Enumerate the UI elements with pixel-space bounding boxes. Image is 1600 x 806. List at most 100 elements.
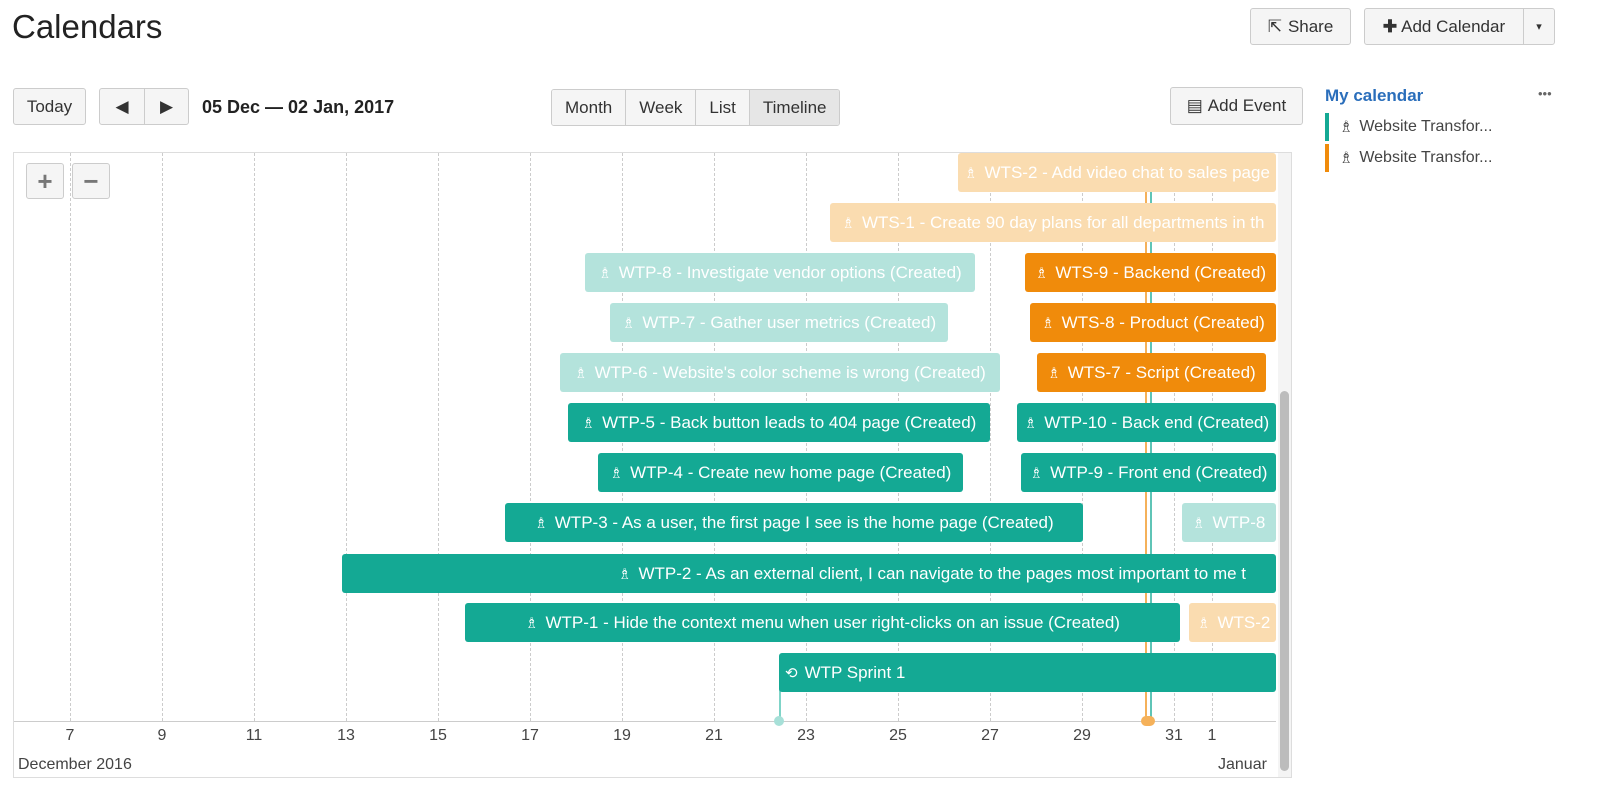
jira-icon: ♗	[574, 364, 588, 382]
event-bar[interactable]: ♗ WTS-1 - Create 90 day plans for all dep…	[830, 203, 1276, 242]
tick-label: 29	[1073, 727, 1091, 744]
jira-icon: ♗	[841, 214, 855, 232]
sprint-marker-dot[interactable]	[774, 716, 784, 726]
event-label: WTP-9 - Front end (Created)	[1050, 462, 1268, 482]
add-calendar-button[interactable]: ✚ Add Calendar	[1364, 8, 1524, 45]
tick-label: 11	[245, 727, 263, 744]
event-bar[interactable]: ♗ WTP-3 - As a user, the first page I see…	[505, 503, 1083, 542]
zoom-out-button[interactable]: −	[72, 163, 110, 199]
event-label: WTP-4 - Create new home page (Created)	[630, 462, 952, 482]
jira-icon: ♗	[1047, 364, 1061, 382]
jira-icon: ♗	[1034, 264, 1049, 282]
tick-label: 7	[65, 727, 75, 744]
add-calendar-dropdown[interactable]: ▾	[1523, 8, 1555, 45]
tab-timeline[interactable]: Timeline	[749, 90, 840, 125]
event-label: WTP-10 - Back end (Created)	[1044, 412, 1270, 432]
calendar-name: Website Transfor...	[1359, 118, 1493, 135]
calendar-item[interactable]: ♗ Website Transfor...	[1325, 144, 1492, 172]
tick-label: 25	[889, 727, 907, 744]
tick-label: 31	[1165, 727, 1183, 744]
jira-icon: ♗	[534, 514, 548, 532]
today-button[interactable]: Today	[13, 88, 86, 125]
event-bar[interactable]: ♗ WTP-2 - As an external client, I can na…	[342, 554, 1276, 593]
event-bar[interactable]: ♗ WTP-9 - Front end (Created)	[1021, 453, 1276, 492]
grid-line	[990, 153, 991, 721]
tick-label: 9	[157, 727, 167, 744]
event-bar[interactable]: ♗ WTP-1 - Hide the context menu when user…	[465, 603, 1180, 642]
add-event-button[interactable]: ▤ Add Event	[1170, 87, 1303, 125]
grid-line	[438, 153, 439, 721]
tab-list[interactable]: List	[696, 90, 750, 125]
share-label: Share	[1287, 16, 1334, 36]
month-label: December 2016	[18, 756, 132, 773]
event-label: WTS-2 - Add video chat to sales page	[984, 162, 1270, 182]
event-bar[interactable]: ♗ WTP-6 - Website's color scheme is wrong…	[560, 353, 1000, 392]
calendar-icon: ▤	[1186, 96, 1203, 115]
grid-line	[162, 153, 163, 721]
jira-icon: ♗	[621, 314, 636, 332]
event-bar[interactable]: ♗ WTP-8	[1182, 503, 1276, 542]
date-range: 05 Dec — 02 Jan, 2017	[202, 97, 395, 117]
jira-icon: ♗	[964, 164, 978, 182]
calendar-color-swatch	[1325, 113, 1329, 141]
event-label: WTP-1 - Hide the context menu when user …	[545, 612, 1120, 632]
calendar-item[interactable]: ♗ Website Transfor...	[1325, 113, 1492, 141]
zoom-in-button[interactable]: +	[26, 163, 64, 199]
jira-icon: ♗	[1192, 514, 1206, 532]
sprint-label: WTP Sprint 1	[804, 662, 906, 682]
sprint-icon: ⟲	[785, 664, 798, 682]
timeline-chart: ♗ WTS-2 - Add video chat to sales page ♗ W…	[13, 152, 1292, 778]
share-icon: ⇱	[1267, 16, 1282, 36]
event-bar[interactable]: ♗ WTP-7 - Gather user metrics (Created)	[610, 303, 948, 342]
tab-week[interactable]: Week	[626, 90, 697, 125]
my-calendar-title[interactable]: My calendar	[1325, 86, 1424, 105]
jira-icon: ♗	[1041, 314, 1055, 332]
calendar-name: Website Transfor...	[1359, 149, 1493, 166]
prev-button[interactable]: ◀	[99, 88, 145, 125]
sprint-bar[interactable]: ⟲ WTP Sprint 1	[779, 653, 1276, 692]
event-bar[interactable]: ♗ WTS-2 - Add video chat to sales page	[958, 153, 1276, 192]
page-title: Calendars	[12, 8, 163, 45]
tick-label: 19	[613, 727, 631, 744]
event-bar[interactable]: ♗ WTS-9 - Backend (Created)	[1025, 253, 1276, 292]
event-label: WTS-2	[1217, 612, 1271, 632]
tick-label: 23	[797, 727, 815, 744]
jira-icon: ♗	[581, 414, 596, 432]
axis-line	[14, 721, 1276, 722]
share-button[interactable]: ⇱ Share	[1250, 8, 1351, 45]
sprint-marker-line	[779, 673, 781, 721]
event-label: WTS-7 - Script (Created)	[1067, 362, 1256, 382]
event-label: WTP-2 - As an external client, I can nav…	[638, 563, 1247, 583]
tick-label: 13	[337, 727, 355, 744]
plus-icon: ✚	[1382, 16, 1398, 36]
event-bar[interactable]: ♗ WTP-10 - Back end (Created)	[1017, 403, 1276, 442]
today-marker-dot[interactable]	[1141, 716, 1155, 726]
tick-label: 15	[429, 727, 447, 744]
event-bar[interactable]: ♗ WTS-8 - Product (Created)	[1030, 303, 1276, 342]
tick-label: 17	[521, 727, 539, 744]
next-button[interactable]: ▶	[144, 88, 189, 125]
more-icon[interactable]: •••	[1538, 86, 1552, 101]
jira-icon: ♗	[1029, 464, 1044, 482]
add-event-label: Add Event	[1207, 96, 1287, 115]
event-bar[interactable]: ♗ WTS-2	[1189, 603, 1276, 642]
event-bar[interactable]: ♗ WTP-8 - Investigate vendor options (Cre…	[585, 253, 975, 292]
tab-month[interactable]: Month	[552, 90, 627, 125]
jira-icon: ♗	[598, 264, 612, 282]
jira-icon: ♗	[609, 464, 624, 482]
event-bar[interactable]: ♗ WTP-4 - Create new home page (Created)	[598, 453, 963, 492]
caret-down-icon: ▾	[1536, 21, 1542, 33]
scrollbar-thumb[interactable]	[1280, 391, 1289, 771]
grid-line	[346, 153, 347, 721]
calendar-color-swatch	[1325, 144, 1329, 172]
tick-label: 21	[705, 727, 723, 744]
event-label: WTS-8 - Product (Created)	[1061, 312, 1265, 332]
view-switcher: Month Week List Timeline	[551, 89, 841, 126]
event-label: WTS-1 - Create 90 day plans for all depa…	[861, 212, 1265, 232]
event-bar[interactable]: ♗ WTP-5 - Back button leads to 404 page (…	[568, 403, 990, 442]
event-label: WTP-7 - Gather user metrics (Created)	[642, 312, 937, 332]
jira-icon: ♗	[525, 614, 539, 632]
event-bar[interactable]: ♗ WTS-7 - Script (Created)	[1037, 353, 1266, 392]
event-label: WTS-9 - Backend (Created)	[1055, 262, 1267, 282]
jira-icon: ♗	[1197, 614, 1211, 632]
